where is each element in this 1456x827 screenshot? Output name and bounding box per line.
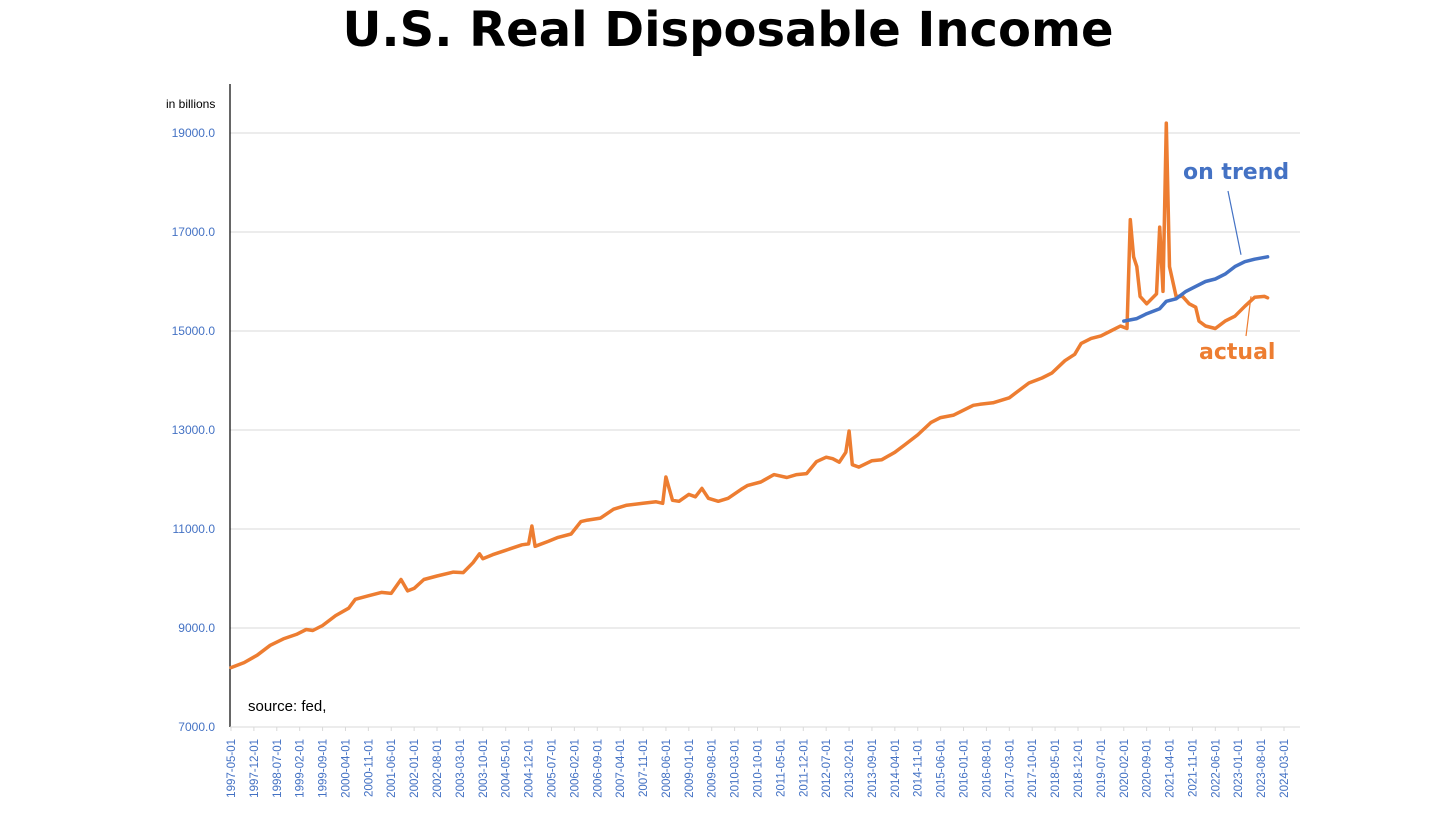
x-tick-label: 2023-01-01 [1233,739,1245,798]
actual-annotation-pointer [1245,296,1252,337]
x-tick-label: 2006-02-01 [569,739,581,798]
x-tick-label: 2015-06-01 [936,739,948,798]
x-tick-label: 2018-05-01 [1050,739,1062,798]
x-tick-label: 1997-05-01 [226,739,238,798]
source-note: source: fed, [248,698,326,715]
y-axis-label: in billions [166,97,215,111]
x-tick-label: 2020-09-01 [1142,739,1154,798]
x-tick-label: 2008-06-01 [661,739,673,798]
y-tick-label: 11000.0 [173,522,216,536]
x-tick-label: 2014-11-01 [913,739,925,797]
x-tick-label: 2024-03-01 [1279,739,1291,798]
y-tick-label: 17000.0 [172,225,216,239]
x-tick-label: 2002-01-01 [409,739,421,798]
x-tick-label: 2010-10-01 [753,739,765,798]
x-tick-label: 2023-08-01 [1256,739,1268,798]
gridlines [230,132,1300,629]
x-tick-label: 2000-11-01 [363,739,375,797]
x-tick-label: 2007-11-01 [638,739,650,797]
chart-title: U.S. Real Disposable Income [342,2,1114,58]
actual-annotation: actual [1199,340,1275,365]
x-tick-label: 2017-03-01 [1004,739,1016,798]
x-tick-label: 1999-09-01 [318,739,330,798]
x-tick-label: 2020-02-01 [1119,739,1131,798]
x-tick-label: 2011-05-01 [775,739,787,797]
x-tick-label: 2002-08-01 [432,739,444,798]
x-tick-label: 2018-12-01 [1073,739,1085,798]
x-tick-label: 2007-04-01 [615,739,627,798]
x-tick-label: 2012-07-01 [821,739,833,798]
x-tick-label: 2009-08-01 [707,739,719,798]
x-tick-label: 2006-09-01 [592,739,604,798]
x-tick-label: 1999-02-01 [295,739,307,798]
on-trend-annotation-pointer [1227,190,1242,255]
x-tick-label: 2004-05-01 [501,739,513,798]
x-tick-label: 2011-12-01 [798,739,810,797]
x-tick-label: 2003-10-01 [478,739,490,798]
x-tick-label: 2013-09-01 [867,739,879,798]
series-line-on-trend [1122,255,1270,323]
x-tick-label: 2016-01-01 [959,739,971,798]
x-tick-label: 2022-06-01 [1210,739,1222,798]
x-tick-label: 1998-07-01 [272,739,284,798]
annotations: on trend actual [1183,160,1289,365]
y-tick-label: 9000.0 [178,621,215,635]
x-tick-label: 2013-02-01 [844,739,856,798]
x-tick-label: 2010-03-01 [730,739,742,798]
on-trend-annotation: on trend [1183,160,1289,185]
x-tick-label: 2001-06-01 [386,739,398,798]
x-tick-label: 2003-03-01 [455,739,467,798]
x-tick-label: 2000-04-01 [340,739,352,798]
series-line-actual [229,121,1270,670]
x-tick-label: 2019-07-01 [1096,739,1108,798]
y-tick-label: 15000.0 [172,324,216,338]
y-tick-label: 7000.0 [178,720,215,734]
x-tick-label: 2014-04-01 [890,739,902,798]
y-tick-label: 13000.0 [172,423,216,437]
x-axis-ticks: 1997-05-01 1997-12-01 1998-07-01 1999-02-01… [226,727,1291,798]
x-tick-label: 2021-11-01 [1187,739,1199,797]
x-tick-label: 2021-04-01 [1165,739,1177,798]
x-tick-label: 1997-12-01 [249,739,261,798]
y-tick-label: 19000.0 [172,126,216,140]
x-tick-label: 2016-08-01 [981,739,993,798]
x-tick-label: 2017-10-01 [1027,739,1039,798]
x-tick-label: 2009-01-01 [684,739,696,798]
y-axis-ticks: 7000.0 9000.0 11000.0 13000.0 15000.0 17000.0… [172,126,216,734]
x-tick-label: 2005-07-01 [546,739,558,798]
series-group [229,121,1270,670]
x-tick-label: 2004-12-01 [524,739,536,798]
